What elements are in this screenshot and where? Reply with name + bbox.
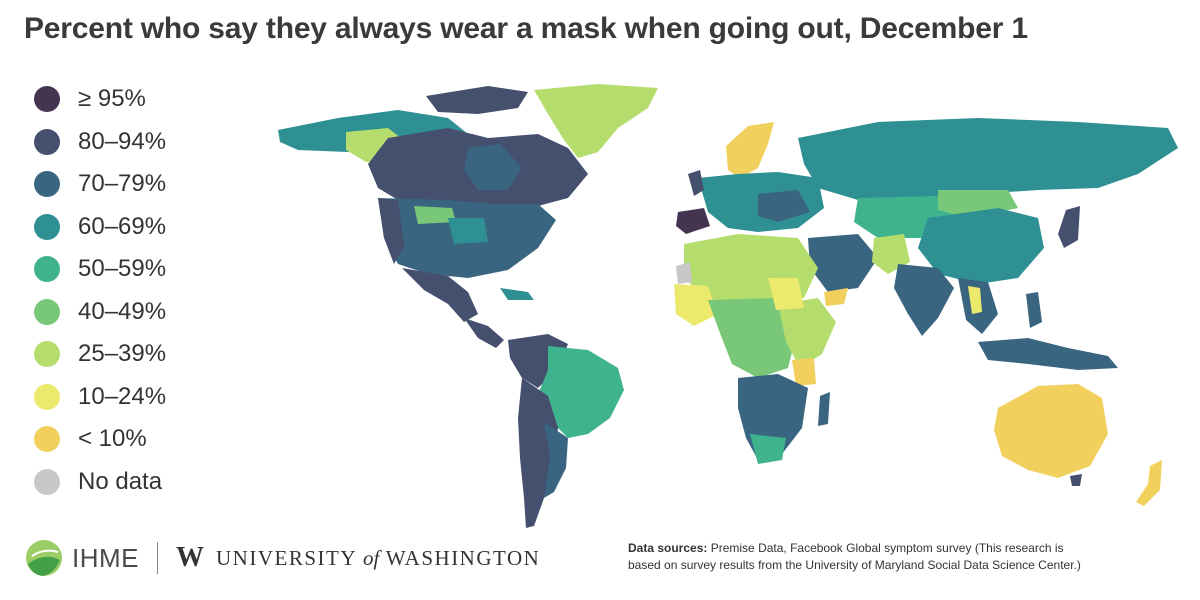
uw-washington-text: WASHINGTON (385, 545, 541, 570)
region-indonesia (978, 338, 1118, 370)
legend: ≥ 95% 80–94% 70–79% 60–69% 50–59% 40–49% 25–39… (34, 78, 234, 503)
legend-swatch (34, 213, 60, 240)
legend-item: 40–49% (34, 291, 234, 334)
region-greenland (534, 84, 658, 158)
legend-swatch (34, 298, 60, 325)
region-east-africa (778, 298, 836, 368)
region-eastern-europe (758, 190, 810, 222)
footer-logos: IHME W UNIVERSITY of WASHINGTON (24, 536, 540, 580)
legend-label: 60–69% (78, 212, 167, 240)
data-sources: Data sources: Premise Data, Facebook Glo… (628, 540, 1098, 574)
legend-item: 60–69% (34, 206, 234, 249)
region-central-america (464, 318, 504, 348)
region-yemen (824, 288, 848, 306)
region-australia (994, 384, 1108, 478)
region-canada-east (464, 144, 522, 190)
uw-university-text: UNIVERSITY (216, 545, 357, 570)
legend-item: No data (34, 461, 234, 504)
legend-label: 40–49% (78, 297, 167, 325)
region-usa-midwest (448, 218, 488, 244)
region-usa-northern-plains (414, 206, 456, 224)
region-china (918, 208, 1044, 284)
region-mexico (402, 268, 478, 322)
region-sudan (768, 278, 804, 310)
uw-wordmark: UNIVERSITY of WASHINGTON (216, 546, 540, 571)
region-usa-west-coast (378, 198, 404, 264)
legend-swatch (34, 128, 60, 155)
legend-label: 70–79% (78, 170, 167, 198)
region-scandinavia (726, 122, 774, 178)
legend-item: < 10% (34, 418, 234, 461)
legend-item: ≥ 95% (34, 78, 234, 121)
region-caribbean (500, 288, 534, 300)
legend-label: 50–59% (78, 255, 167, 283)
region-uk (688, 170, 704, 196)
region-brazil (538, 346, 624, 438)
map-title: Percent who say they always wear a mask … (24, 12, 1028, 45)
region-south-america-south (518, 378, 558, 528)
world-choropleth-map (278, 84, 1178, 528)
legend-label: < 10% (78, 425, 147, 453)
ihme-wordmark: IHME (72, 542, 139, 573)
region-arctic-islands (426, 86, 528, 114)
legend-item: 10–24% (34, 376, 234, 419)
data-sources-label: Data sources: (628, 541, 708, 555)
region-pakistan-afghanistan (872, 234, 910, 274)
region-central-africa (708, 298, 798, 378)
region-russia (798, 118, 1178, 200)
region-japan (1058, 206, 1080, 248)
region-thailand (968, 286, 982, 314)
region-spain (676, 208, 710, 234)
uw-logo: W UNIVERSITY of WASHINGTON (176, 542, 540, 574)
region-tanzania (792, 358, 816, 386)
legend-item: 50–59% (34, 248, 234, 291)
uw-of-text: of (362, 545, 380, 570)
ihme-logo: IHME (24, 538, 139, 578)
ihme-leaf-icon (26, 540, 62, 576)
region-middle-east (808, 234, 878, 292)
logo-divider (157, 542, 158, 574)
region-madagascar (818, 392, 830, 426)
legend-swatch (34, 171, 60, 198)
legend-swatch (34, 256, 60, 283)
legend-label: 80–94% (78, 127, 167, 155)
region-south-africa (750, 434, 786, 464)
legend-label: 10–24% (78, 382, 167, 410)
region-philippines (1026, 292, 1042, 328)
legend-swatch (34, 86, 60, 113)
legend-label: 25–39% (78, 340, 167, 368)
region-india (894, 264, 954, 336)
legend-swatch (34, 383, 60, 410)
legend-item: 25–39% (34, 333, 234, 376)
region-argentina (544, 422, 568, 498)
legend-swatch (34, 341, 60, 368)
region-western-sahara (676, 262, 692, 284)
uw-w-icon: W (176, 542, 204, 573)
region-tasmania (1070, 474, 1082, 486)
legend-item: 70–79% (34, 163, 234, 206)
data-sources-text: Premise Data, Facebook Global symptom su… (628, 541, 1081, 572)
legend-item: 80–94% (34, 121, 234, 164)
region-new-zealand (1136, 460, 1162, 506)
legend-swatch (34, 468, 60, 495)
legend-label: No data (78, 467, 163, 495)
legend-label: ≥ 95% (78, 85, 146, 113)
legend-swatch (34, 426, 60, 453)
region-west-africa (674, 284, 718, 326)
